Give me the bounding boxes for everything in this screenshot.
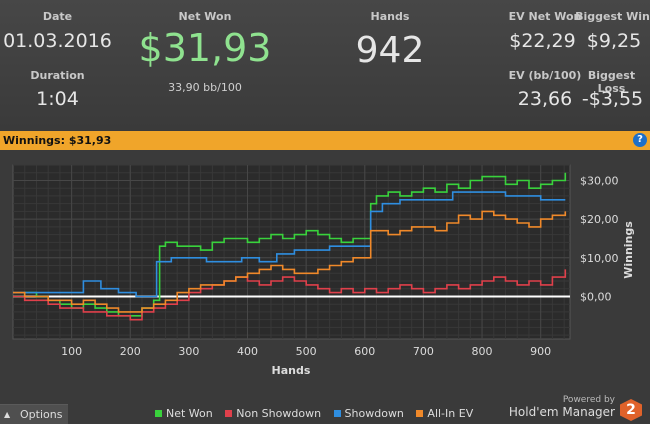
winnings-chart: 100 200 300 400 500 600 700 800 900 $0,00 $10,00 $2…: [0, 150, 650, 398]
x-tick-label: 300: [178, 345, 199, 358]
x-tick-label: 900: [530, 345, 551, 358]
x-tick-label: 600: [354, 345, 375, 358]
chart-svg: 100 200 300 400 500 600 700 800 900 $0,00 $10,00 $2…: [12, 164, 635, 377]
ev-net-won-value: $22,29: [509, 30, 576, 52]
duration-label: Duration: [30, 69, 85, 82]
powered-by-text: Powered by: [562, 395, 615, 405]
legend-item-net-won[interactable]: Net Won: [155, 407, 213, 420]
x-tick-label: 100: [61, 345, 82, 358]
x-tick-label: 500: [296, 345, 317, 358]
legend-label-showdown: Showdown: [344, 407, 404, 420]
x-tick-label: 800: [472, 345, 493, 358]
y-axis-label: Winnings: [622, 221, 635, 279]
legend-swatch-net-won: [155, 410, 162, 417]
date-value: 01.03.2016: [3, 30, 112, 52]
series-line-all-in-ev: [13, 210, 567, 313]
date-label: Date: [42, 10, 73, 23]
winnings-bar: Winnings: $31,93 ?: [0, 131, 650, 150]
x-tick-label: 700: [413, 345, 434, 358]
series-line-non-showdown: [13, 269, 567, 321]
tick-labels: 100 200 300 400 500 600 700 800 900 $0,00 $10,00 $2…: [61, 174, 618, 358]
chart-legend: Net Won Non Showdown Showdown All-In EV: [155, 407, 482, 420]
ev-bb100-value: 23,66: [517, 88, 573, 110]
x-axis-label: Hands: [272, 364, 311, 377]
winnings-bar-text: Winnings: $31,93: [3, 134, 112, 147]
y-tick-label: $10,00: [580, 252, 619, 265]
stats-panel: Date 01.03.2016 Duration 1:04 Net Won $3…: [0, 0, 650, 131]
y-tick-label: $20,00: [580, 213, 619, 226]
biggest-loss-value: -$3,55: [581, 88, 644, 110]
biggest-loss-label: Biggest Loss: [587, 69, 636, 95]
hands-value: 942: [355, 30, 425, 71]
chevron-up-icon: ▲: [4, 410, 11, 419]
hands-label: Hands: [370, 10, 410, 23]
ev-bb100-label: EV (bb/100): [508, 69, 582, 82]
net-won-label: Net Won: [178, 10, 232, 23]
brand-name: Hold'em Manager: [508, 405, 615, 419]
y-tick-label: $0,00: [580, 290, 612, 303]
legend-swatch-non-showdown: [225, 410, 233, 417]
help-icon[interactable]: ?: [633, 133, 647, 147]
legend-label-net-won: Net Won: [166, 407, 213, 420]
legend-item-showdown[interactable]: Showdown: [333, 407, 404, 420]
legend-swatch-all-in-ev: [416, 410, 424, 417]
ev-net-won-label: EV Net Won: [508, 10, 582, 23]
duration-value: 1:04: [36, 88, 79, 110]
biggest-win-label: Biggest Win: [575, 10, 650, 23]
x-tick-label: 200: [120, 345, 141, 358]
legend-label-all-in-ev: All-In EV: [427, 407, 474, 420]
biggest-win-value: $9,25: [586, 30, 642, 52]
options-button[interactable]: ▲ Options: [0, 404, 68, 424]
options-label: Options: [20, 408, 63, 421]
hem2-logo-icon: 2: [620, 399, 642, 421]
plot-area: [12, 164, 571, 340]
legend-swatch-showdown: [333, 410, 341, 417]
series-lines: [13, 172, 567, 321]
legend-item-all-in-ev[interactable]: All-In EV: [416, 407, 473, 420]
net-won-value: $31,93: [138, 26, 272, 70]
y-tick-label: $30,00: [580, 174, 619, 187]
legend-item-non-showdown[interactable]: Non Showdown: [225, 407, 321, 420]
footer: ▲ Options Net Won Non Showdown Showdown …: [0, 395, 650, 424]
x-tick-label: 400: [237, 345, 258, 358]
legend-label-non-showdown: Non Showdown: [236, 407, 322, 420]
bb-per-100-value: 33,90 bb/100: [168, 81, 242, 94]
series-line-showdown: [13, 191, 566, 298]
series-line-net-won: [13, 172, 567, 317]
